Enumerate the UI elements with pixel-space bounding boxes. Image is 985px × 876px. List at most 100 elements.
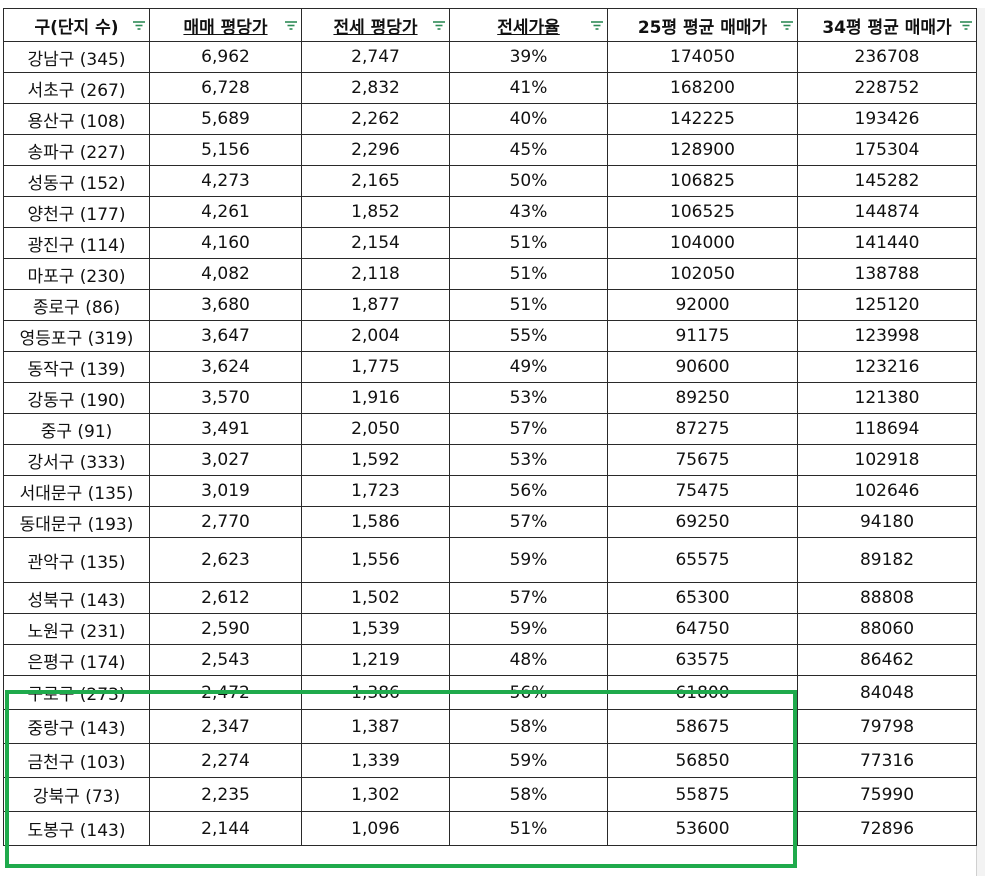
value-cell[interactable]: 2,262 xyxy=(301,103,450,135)
value-cell[interactable]: 58% xyxy=(449,777,608,812)
value-cell[interactable]: 2,770 xyxy=(149,506,302,538)
value-cell[interactable]: 51% xyxy=(449,227,608,259)
district-cell[interactable]: 은평구 (174) xyxy=(3,644,150,676)
value-cell[interactable]: 57% xyxy=(449,413,608,445)
value-cell[interactable]: 3,027 xyxy=(149,444,302,476)
value-cell[interactable]: 118694 xyxy=(797,413,977,445)
district-cell[interactable]: 영등포구 (319) xyxy=(3,320,150,352)
district-cell[interactable]: 강동구 (190) xyxy=(3,382,150,414)
value-cell[interactable]: 128900 xyxy=(607,134,798,166)
value-cell[interactable]: 89182 xyxy=(797,537,977,583)
district-cell[interactable]: 서대문구 (135) xyxy=(3,475,150,507)
value-cell[interactable]: 64750 xyxy=(607,613,798,645)
value-cell[interactable]: 51% xyxy=(449,289,608,321)
value-cell[interactable]: 125120 xyxy=(797,289,977,321)
value-cell[interactable]: 2,274 xyxy=(149,743,302,778)
value-cell[interactable]: 123998 xyxy=(797,320,977,352)
value-cell[interactable]: 174050 xyxy=(607,41,798,73)
value-cell[interactable]: 89250 xyxy=(607,382,798,414)
district-cell[interactable]: 성북구 (143) xyxy=(3,582,150,614)
value-cell[interactable]: 106825 xyxy=(607,165,798,197)
filter-icon[interactable] xyxy=(432,18,446,32)
value-cell[interactable]: 94180 xyxy=(797,506,977,538)
district-cell[interactable]: 서초구 (267) xyxy=(3,72,150,104)
value-cell[interactable]: 75675 xyxy=(607,444,798,476)
district-cell[interactable]: 중랑구 (143) xyxy=(3,709,150,744)
value-cell[interactable]: 2,165 xyxy=(301,165,450,197)
district-cell[interactable]: 종로구 (86) xyxy=(3,289,150,321)
value-cell[interactable]: 55% xyxy=(449,320,608,352)
value-cell[interactable]: 168200 xyxy=(607,72,798,104)
filter-icon[interactable] xyxy=(132,18,146,32)
value-cell[interactable]: 88808 xyxy=(797,582,977,614)
value-cell[interactable]: 2,612 xyxy=(149,582,302,614)
value-cell[interactable]: 141440 xyxy=(797,227,977,259)
value-cell[interactable]: 3,570 xyxy=(149,382,302,414)
district-cell[interactable]: 광진구 (114) xyxy=(3,227,150,259)
value-cell[interactable]: 43% xyxy=(449,196,608,228)
value-cell[interactable]: 88060 xyxy=(797,613,977,645)
district-cell[interactable]: 도봉구 (143) xyxy=(3,811,150,846)
value-cell[interactable]: 84048 xyxy=(797,675,977,710)
value-cell[interactable]: 1,339 xyxy=(301,743,450,778)
value-cell[interactable]: 2,472 xyxy=(149,675,302,710)
value-cell[interactable]: 58675 xyxy=(607,709,798,744)
district-cell[interactable]: 양천구 (177) xyxy=(3,196,150,228)
value-cell[interactable]: 1,539 xyxy=(301,613,450,645)
value-cell[interactable]: 228752 xyxy=(797,72,977,104)
value-cell[interactable]: 102646 xyxy=(797,475,977,507)
district-cell[interactable]: 강서구 (333) xyxy=(3,444,150,476)
value-cell[interactable]: 53600 xyxy=(607,811,798,846)
value-cell[interactable]: 39% xyxy=(449,41,608,73)
value-cell[interactable]: 59% xyxy=(449,743,608,778)
district-cell[interactable]: 강남구 (345) xyxy=(3,41,150,73)
value-cell[interactable]: 1,219 xyxy=(301,644,450,676)
district-cell[interactable]: 노원구 (231) xyxy=(3,613,150,645)
value-cell[interactable]: 61800 xyxy=(607,675,798,710)
value-cell[interactable]: 63575 xyxy=(607,644,798,676)
value-cell[interactable]: 142225 xyxy=(607,103,798,135)
district-cell[interactable]: 성동구 (152) xyxy=(3,165,150,197)
value-cell[interactable]: 2,623 xyxy=(149,537,302,583)
value-cell[interactable]: 1,502 xyxy=(301,582,450,614)
value-cell[interactable]: 1,916 xyxy=(301,382,450,414)
value-cell[interactable]: 90600 xyxy=(607,351,798,383)
value-cell[interactable]: 144874 xyxy=(797,196,977,228)
value-cell[interactable]: 1,096 xyxy=(301,811,450,846)
value-cell[interactable]: 2,144 xyxy=(149,811,302,846)
value-cell[interactable]: 3,491 xyxy=(149,413,302,445)
district-cell[interactable]: 동대문구 (193) xyxy=(3,506,150,538)
column-header-0[interactable]: 구(단지 수) xyxy=(3,8,150,42)
value-cell[interactable]: 2,590 xyxy=(149,613,302,645)
column-header-3[interactable]: 전세가율 xyxy=(449,8,608,42)
value-cell[interactable]: 4,261 xyxy=(149,196,302,228)
value-cell[interactable]: 51% xyxy=(449,811,608,846)
value-cell[interactable]: 57% xyxy=(449,506,608,538)
district-cell[interactable]: 관악구 (135) xyxy=(3,537,150,583)
value-cell[interactable]: 2,747 xyxy=(301,41,450,73)
value-cell[interactable]: 1,723 xyxy=(301,475,450,507)
column-header-4[interactable]: 25평 평균 매매가 xyxy=(607,8,798,42)
value-cell[interactable]: 77316 xyxy=(797,743,977,778)
value-cell[interactable]: 236708 xyxy=(797,41,977,73)
value-cell[interactable]: 57% xyxy=(449,582,608,614)
district-cell[interactable]: 강북구 (73) xyxy=(3,777,150,812)
district-cell[interactable]: 구로구 (273) xyxy=(3,675,150,710)
value-cell[interactable]: 59% xyxy=(449,537,608,583)
district-cell[interactable]: 동작구 (139) xyxy=(3,351,150,383)
value-cell[interactable]: 1,592 xyxy=(301,444,450,476)
value-cell[interactable]: 2,235 xyxy=(149,777,302,812)
value-cell[interactable]: 1,302 xyxy=(301,777,450,812)
value-cell[interactable]: 92000 xyxy=(607,289,798,321)
district-cell[interactable]: 송파구 (227) xyxy=(3,134,150,166)
value-cell[interactable]: 58% xyxy=(449,709,608,744)
value-cell[interactable]: 87275 xyxy=(607,413,798,445)
value-cell[interactable]: 86462 xyxy=(797,644,977,676)
value-cell[interactable]: 3,680 xyxy=(149,289,302,321)
value-cell[interactable]: 6,962 xyxy=(149,41,302,73)
value-cell[interactable]: 1,586 xyxy=(301,506,450,538)
value-cell[interactable]: 56850 xyxy=(607,743,798,778)
value-cell[interactable]: 50% xyxy=(449,165,608,197)
value-cell[interactable]: 2,118 xyxy=(301,258,450,290)
value-cell[interactable]: 2,296 xyxy=(301,134,450,166)
